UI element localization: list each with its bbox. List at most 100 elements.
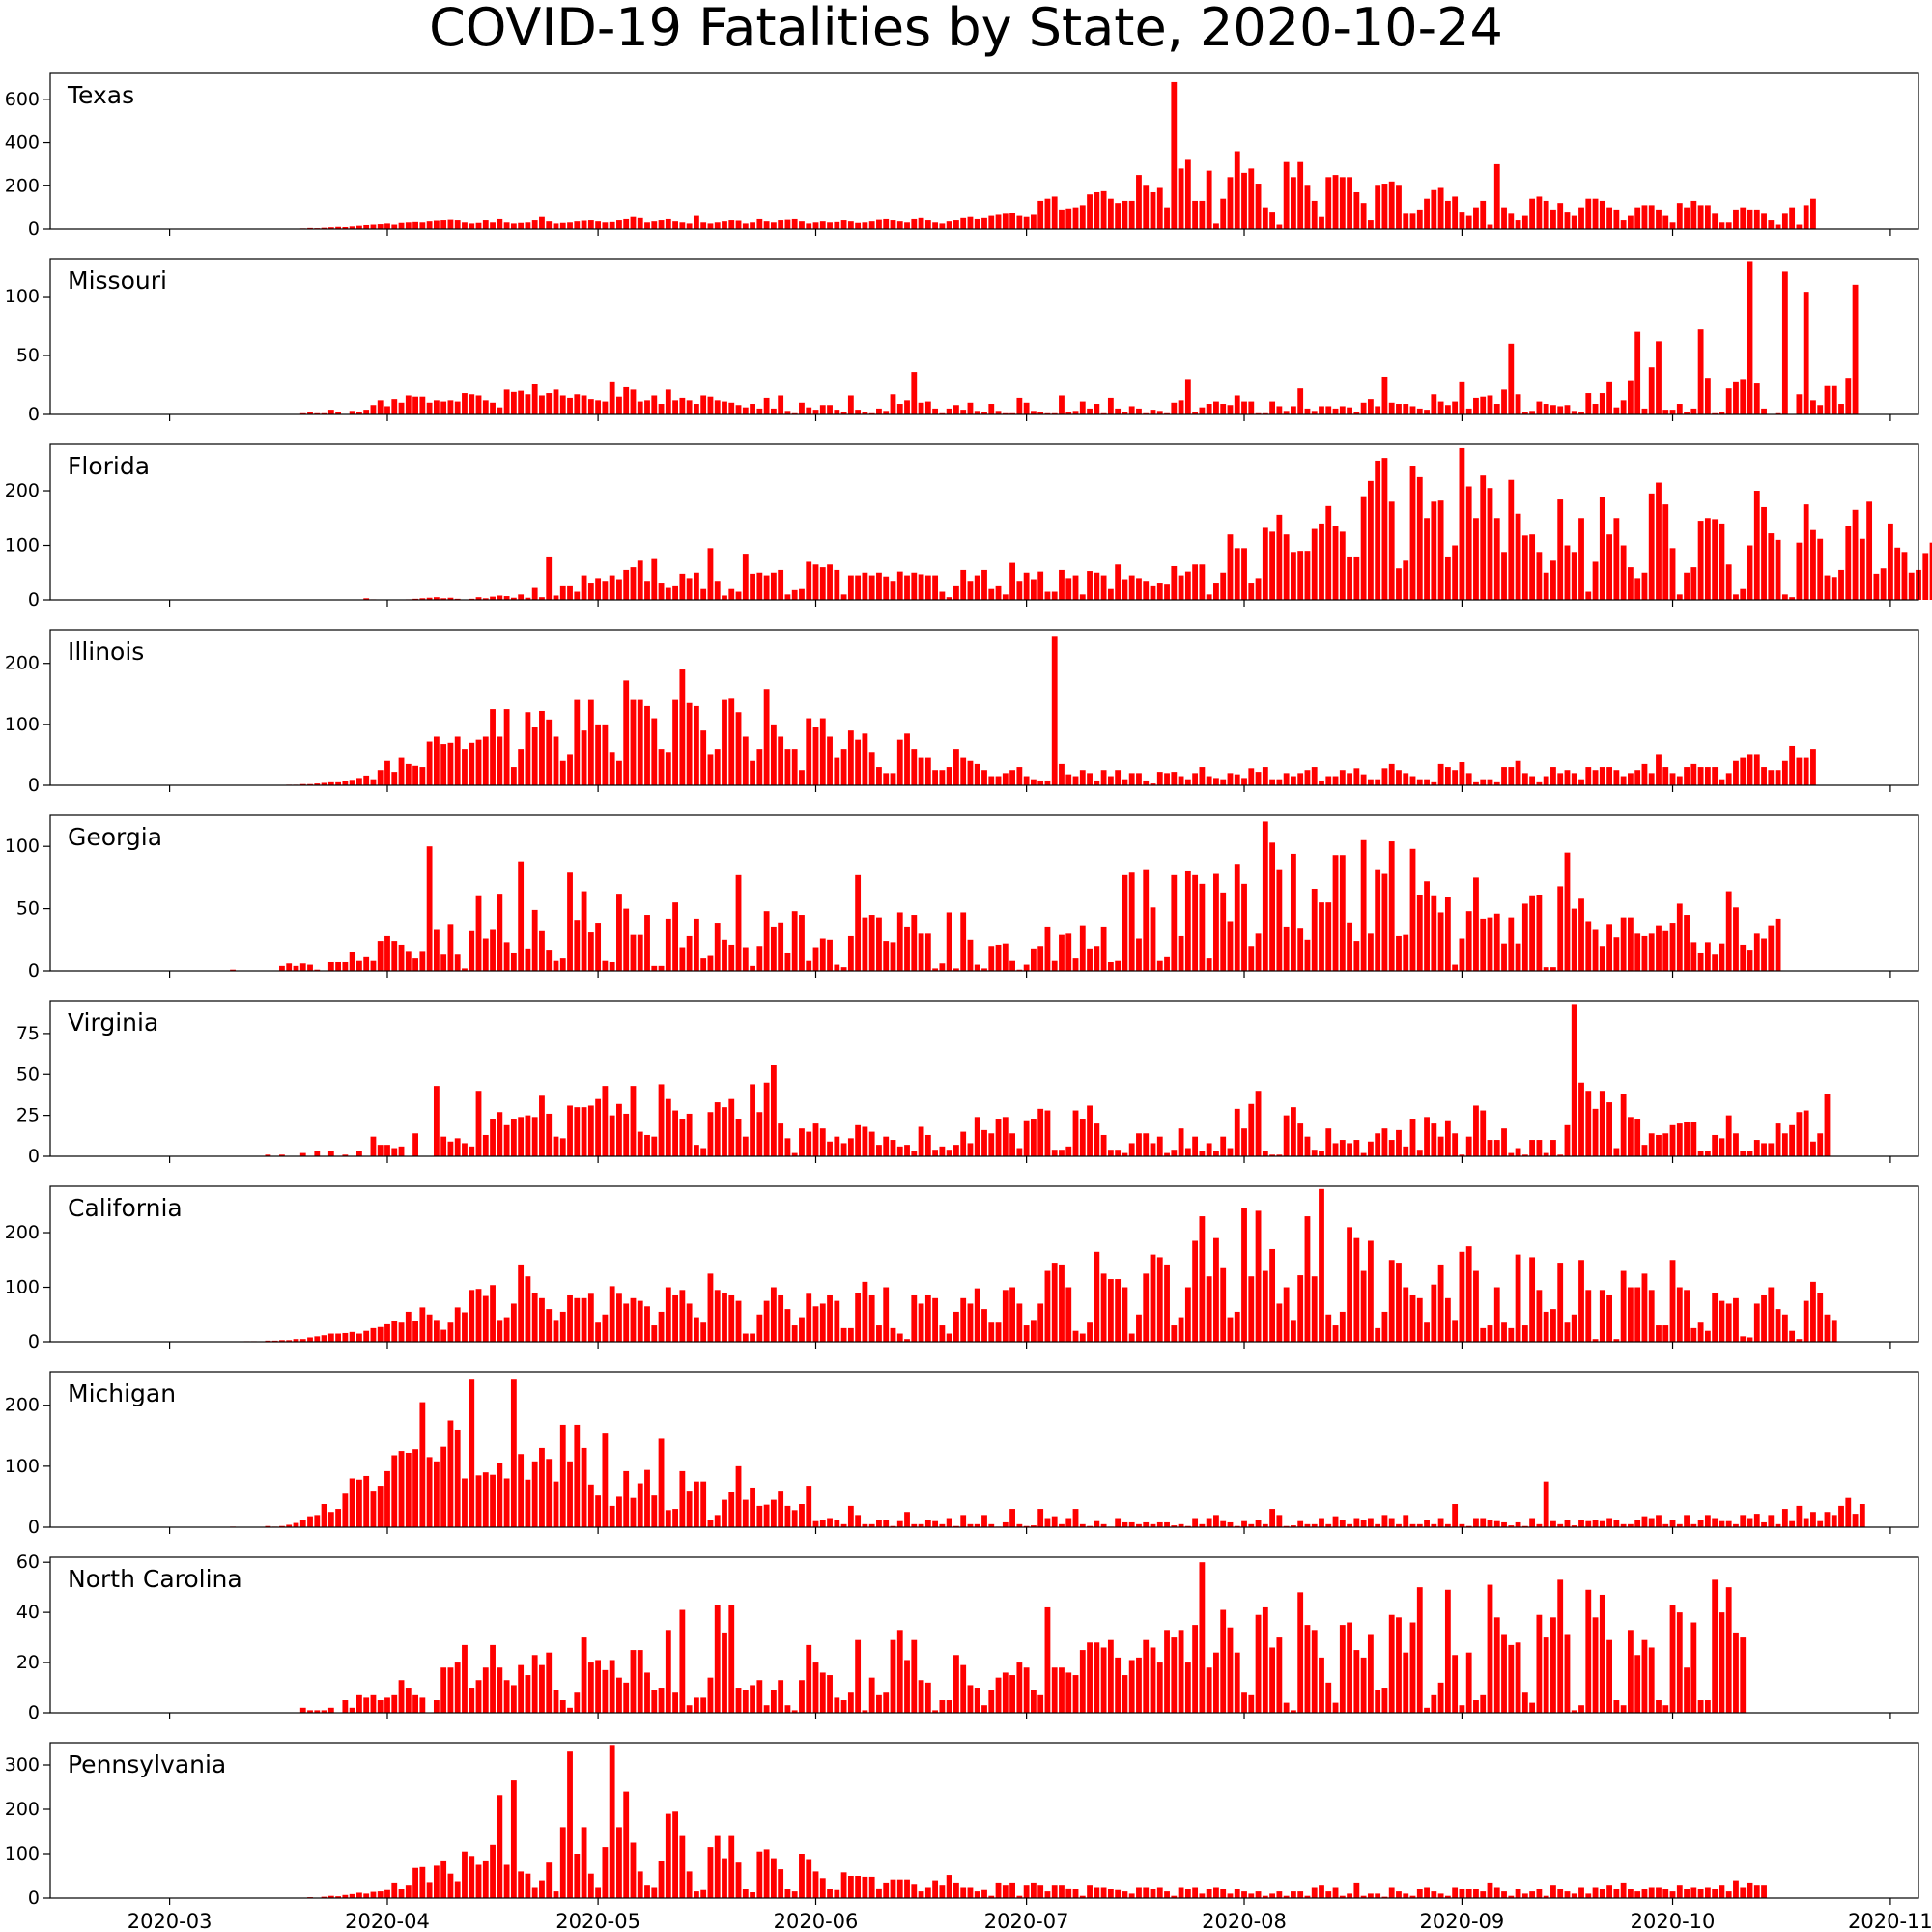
bar	[1627, 380, 1634, 414]
bar	[1367, 480, 1374, 600]
bar	[932, 222, 939, 229]
bar	[279, 1340, 285, 1342]
bar	[1733, 1297, 1739, 1342]
bar	[1529, 776, 1536, 785]
bar	[1375, 1327, 1381, 1342]
bar	[1690, 1327, 1697, 1342]
bar	[321, 782, 327, 785]
bar	[812, 947, 819, 971]
bar	[623, 1470, 630, 1527]
bar	[1339, 855, 1346, 971]
bar	[1234, 548, 1240, 600]
bar	[370, 960, 377, 971]
bar	[1719, 1612, 1725, 1713]
bar	[735, 405, 742, 414]
bar	[812, 727, 819, 785]
bar	[967, 216, 974, 229]
bar	[862, 412, 868, 414]
bar	[1107, 776, 1114, 785]
bar	[722, 1107, 727, 1156]
bar	[1396, 568, 1402, 600]
bar	[1220, 779, 1227, 785]
bar	[518, 1264, 525, 1342]
bar	[595, 400, 602, 414]
state-label: Illinois	[68, 638, 144, 666]
bar	[890, 1879, 896, 1898]
bar	[602, 960, 609, 971]
bar	[1353, 191, 1360, 229]
bar	[1613, 1889, 1620, 1898]
bar	[1761, 408, 1767, 414]
bar	[1079, 925, 1086, 971]
bar	[1319, 902, 1324, 971]
bar	[918, 933, 924, 971]
bar	[525, 1276, 531, 1342]
bar	[1122, 200, 1128, 229]
bar	[1388, 841, 1395, 971]
bar	[1684, 207, 1690, 229]
bar	[778, 1294, 784, 1342]
bar	[299, 783, 306, 785]
bar	[1521, 903, 1528, 971]
x-tick-label: 2020-09	[1420, 1910, 1505, 1932]
bar	[1396, 185, 1402, 229]
bar	[1164, 956, 1170, 971]
bar	[1452, 1504, 1459, 1527]
bar	[1684, 1515, 1690, 1527]
bar	[960, 217, 967, 229]
bar	[1824, 1512, 1831, 1527]
bar	[503, 709, 510, 785]
bar	[1662, 1325, 1669, 1342]
bar	[686, 400, 693, 414]
bar	[770, 1858, 777, 1898]
bar	[623, 1303, 630, 1342]
bar	[1550, 1885, 1556, 1898]
bar	[525, 394, 531, 414]
bar	[286, 1340, 293, 1342]
bar	[1304, 1625, 1311, 1713]
bar	[974, 1688, 980, 1713]
bar	[1107, 1150, 1114, 1156]
bar	[1347, 773, 1352, 785]
bar	[855, 1515, 862, 1527]
bar	[1016, 581, 1023, 600]
bar	[679, 1119, 686, 1156]
bar	[1213, 1151, 1219, 1156]
bar	[672, 699, 678, 785]
bar	[490, 929, 496, 971]
y-tick-label: 100	[5, 1277, 40, 1298]
bar	[1100, 770, 1107, 785]
bar	[1375, 869, 1381, 971]
bar	[1536, 196, 1543, 229]
y-tick-label: 25	[16, 1105, 40, 1126]
bar	[1789, 597, 1796, 600]
bar	[1684, 1889, 1690, 1898]
bar	[419, 222, 426, 229]
bar	[1473, 207, 1479, 229]
bar	[1424, 198, 1430, 229]
bar	[1213, 401, 1219, 414]
bar	[1719, 523, 1725, 600]
bar	[883, 411, 890, 414]
bar	[1452, 964, 1459, 971]
bar	[1206, 594, 1212, 600]
bar	[1178, 168, 1184, 229]
bar	[1515, 1889, 1521, 1898]
bar	[1269, 1154, 1276, 1156]
bar	[1452, 1887, 1459, 1898]
bar	[911, 749, 918, 785]
bar	[377, 1486, 384, 1527]
bar	[1037, 780, 1044, 785]
bar	[391, 941, 398, 971]
bar	[433, 220, 440, 229]
bar	[1810, 529, 1816, 600]
bar	[1325, 902, 1332, 971]
bar	[1416, 209, 1423, 230]
bar	[812, 1871, 819, 1898]
bar	[932, 1297, 939, 1342]
bar	[581, 1827, 587, 1898]
bar	[1775, 224, 1781, 229]
bar	[1845, 378, 1852, 414]
bar	[1178, 1887, 1184, 1898]
